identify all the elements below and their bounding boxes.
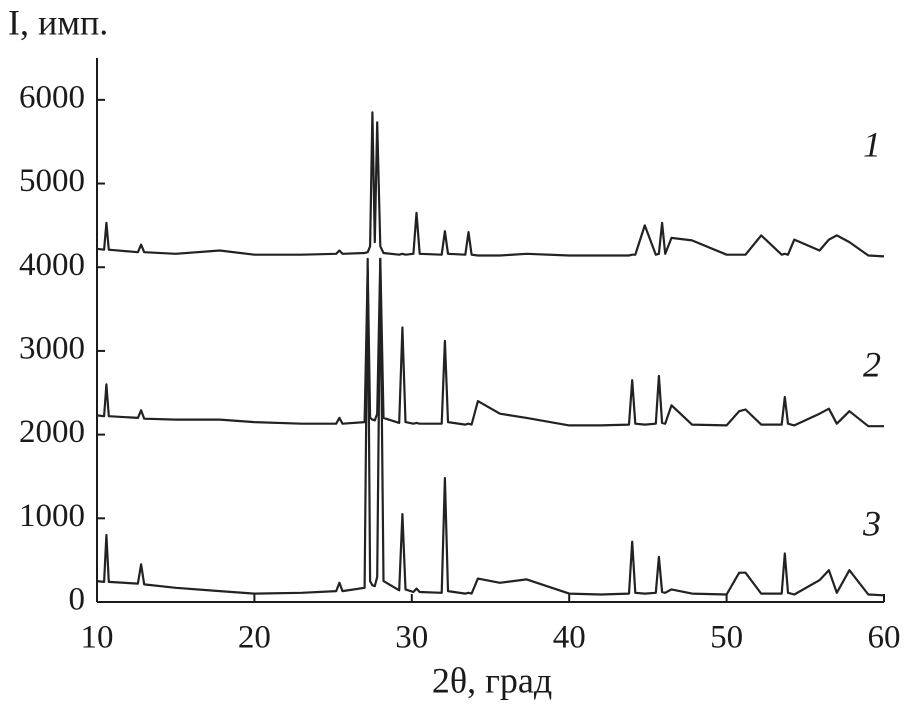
x-tick-label: 50 (710, 620, 743, 656)
y-tick-label: 1000 (19, 498, 85, 534)
y-tick-label: 3000 (19, 331, 85, 367)
y-tick-label: 4000 (19, 247, 85, 283)
y-axis-label: I, имп. (8, 2, 108, 42)
y-tick-label: 2000 (19, 414, 85, 450)
y-tick-label: 5000 (19, 163, 85, 199)
series-line (96, 257, 884, 428)
series-label: 1 (863, 124, 881, 164)
x-tick-label: 40 (553, 620, 586, 656)
y-tick-label: 0 (69, 582, 86, 618)
x-tick-label: 30 (395, 620, 428, 656)
y-tick-label: 6000 (19, 79, 85, 115)
series-label: 3 (862, 503, 881, 543)
x-tick-label: 10 (81, 620, 114, 656)
series-label: 2 (863, 344, 881, 384)
x-tick-label: 20 (238, 620, 271, 656)
series-line (96, 257, 885, 597)
series-line (96, 111, 885, 258)
x-tick-label: 60 (868, 620, 901, 656)
x-axis-label: 2θ, град (432, 660, 552, 700)
